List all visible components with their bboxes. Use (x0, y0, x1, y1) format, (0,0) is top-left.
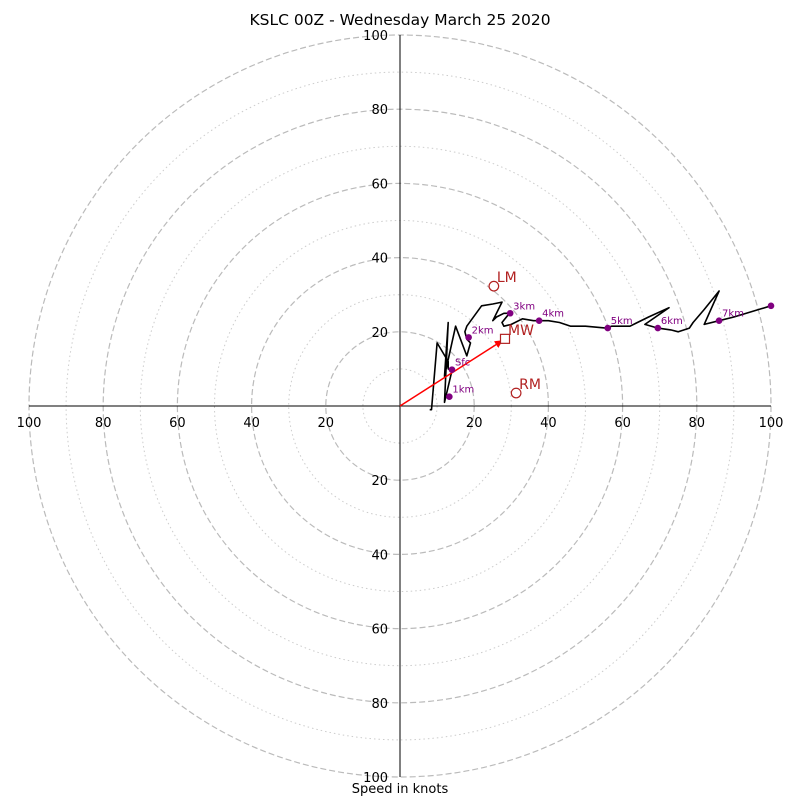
x-tick-label: 80 (689, 416, 706, 431)
x-tick-label: 20 (466, 416, 483, 431)
height-marker (446, 393, 453, 401)
height-marker (506, 309, 514, 317)
hodograph-trace (429, 290, 772, 411)
height-marker-label: Sfc (455, 358, 470, 369)
y-tick-label: 80 (371, 697, 388, 712)
rm-motion-label: RM (519, 377, 541, 393)
chart-title: KSLC 00Z - Wednesday March 25 2020 (249, 11, 551, 29)
height-marker (654, 324, 662, 332)
y-tick-label: 100 (363, 771, 388, 786)
hodograph-trace-layer (429, 290, 772, 411)
height-marker-label: 7km (722, 309, 744, 320)
storm-motion-markers: LM MW RM (488, 270, 541, 399)
y-tick-label: 100 (363, 29, 388, 44)
height-marker-label: 5km (611, 316, 633, 327)
rm-motion-marker (510, 387, 522, 399)
y-tick-label: 20 (371, 326, 388, 341)
height-marker (767, 302, 775, 310)
x-tick-label: 40 (243, 416, 260, 431)
height-marker (448, 366, 456, 373)
lm-motion-marker (488, 280, 500, 292)
height-marker-label: 2km (472, 325, 494, 336)
x-tick-label: 40 (540, 416, 557, 431)
x-axis-label: Speed in knots (351, 782, 449, 797)
y-tick-label: 80 (371, 103, 388, 118)
mean-wind-vector-layer (399, 340, 503, 407)
height-marker-label: 1km (452, 385, 474, 396)
height-marker (715, 317, 723, 324)
x-tick-label: 80 (95, 416, 112, 431)
height-marker (604, 324, 612, 332)
height-marker (465, 334, 472, 341)
height-marker-label: 4km (542, 309, 564, 320)
y-tick-label: 40 (371, 548, 388, 563)
y-tick-label: 20 (371, 474, 388, 489)
mean-wind-marker (499, 333, 511, 344)
mean-wind-vector-arrow (399, 340, 503, 407)
height-markers: 1km Sfc 2km 3km 4km 5km 6km 7km (446, 301, 775, 401)
mw-motion-label: MW (508, 323, 534, 339)
tick-labels: 100 100 100 100 80 80 80 80 60 60 60 60 40 40 40 40 20 20… (17, 29, 784, 786)
height-marker (535, 317, 543, 324)
y-tick-label: 40 (371, 252, 388, 267)
height-marker-label: 6km (661, 316, 683, 327)
y-tick-label: 60 (371, 623, 388, 638)
x-tick-label: 60 (614, 416, 631, 431)
lm-motion-label: LM (497, 270, 517, 286)
x-tick-label: 100 (759, 416, 784, 431)
x-tick-label: 60 (169, 416, 186, 431)
height-marker-label: 3km (513, 301, 535, 312)
x-tick-label: 20 (318, 416, 335, 431)
x-tick-label: 100 (17, 416, 42, 431)
y-tick-label: 60 (371, 177, 388, 192)
